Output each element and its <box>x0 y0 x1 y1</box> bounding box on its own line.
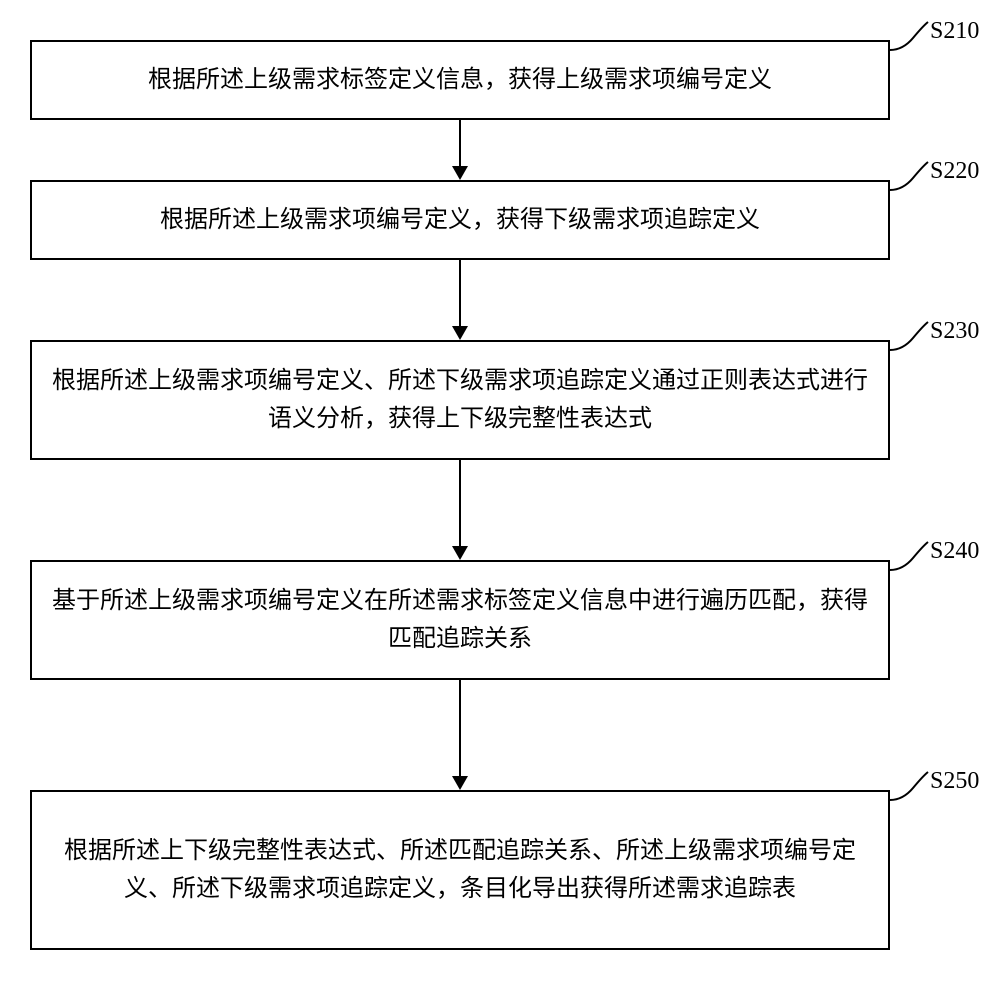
arrow-head <box>452 326 468 340</box>
node-label-s250: S250 <box>930 768 979 795</box>
flowchart-container: 根据所述上级需求标签定义信息，获得上级需求项编号定义 S210 根据所述上级需求… <box>0 0 999 1000</box>
node-text: 根据所述上级需求标签定义信息，获得上级需求项编号定义 <box>148 61 772 99</box>
flowchart-node-s230: 根据所述上级需求项编号定义、所述下级需求项追踪定义通过正则表达式进行语义分析，获… <box>30 340 890 460</box>
arrow-line <box>459 460 461 546</box>
flowchart-node-s250: 根据所述上下级完整性表达式、所述匹配追踪关系、所述上级需求项编号定义、所述下级需… <box>30 790 890 950</box>
arrow-head <box>452 776 468 790</box>
flowchart-node-s210: 根据所述上级需求标签定义信息，获得上级需求项编号定义 <box>30 40 890 120</box>
node-text: 根据所述上级需求项编号定义，获得下级需求项追踪定义 <box>160 201 760 239</box>
flowchart-node-s240: 基于所述上级需求项编号定义在所述需求标签定义信息中进行遍历匹配，获得匹配追踪关系 <box>30 560 890 680</box>
node-label-s210: S210 <box>930 18 979 45</box>
arrow-line <box>459 120 461 166</box>
node-text: 根据所述上级需求项编号定义、所述下级需求项追踪定义通过正则表达式进行语义分析，获… <box>52 362 868 439</box>
node-label-s240: S240 <box>930 538 979 565</box>
node-text: 根据所述上下级完整性表达式、所述匹配追踪关系、所述上级需求项编号定义、所述下级需… <box>52 832 868 909</box>
arrow-line <box>459 680 461 776</box>
flowchart-node-s220: 根据所述上级需求项编号定义，获得下级需求项追踪定义 <box>30 180 890 260</box>
arrow-line <box>459 260 461 326</box>
arrow-head <box>452 546 468 560</box>
node-label-s220: S220 <box>930 158 979 185</box>
node-label-s230: S230 <box>930 318 979 345</box>
node-text: 基于所述上级需求项编号定义在所述需求标签定义信息中进行遍历匹配，获得匹配追踪关系 <box>52 582 868 659</box>
arrow-head <box>452 166 468 180</box>
